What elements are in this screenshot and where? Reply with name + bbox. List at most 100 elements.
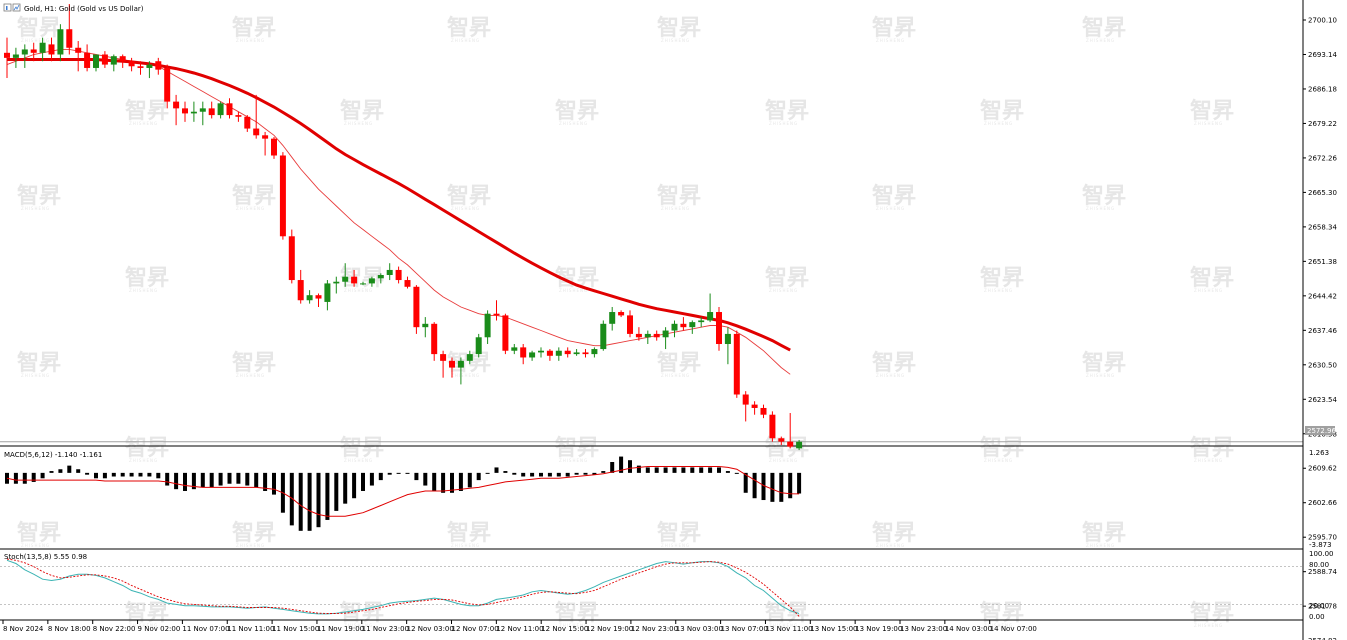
macd-histogram-bar (396, 472, 401, 474)
candle-bear (271, 138, 277, 156)
time-tick-label: 12 Nov 03:00 (407, 625, 454, 633)
price-tick-label: 2672.26 (1308, 154, 1337, 162)
macd-histogram-bar (111, 472, 116, 477)
watermark-logo: 智昇 (872, 15, 916, 41)
price-tick-label: 2693.14 (1308, 51, 1337, 59)
macd-histogram-bar (547, 472, 552, 477)
macd-pane (0, 456, 1303, 550)
price-tick-label: 2644.42 (1308, 292, 1337, 300)
stoch-signal-line (6, 558, 800, 617)
time-tick-label: 12 Nov 11:00 (496, 625, 543, 633)
chart-title: Gold, H1: Gold (Gold vs US Dollar) (24, 5, 144, 13)
main-price-pane (0, 4, 1303, 451)
candle-bear (173, 101, 180, 109)
watermark-logo: 智昇 (657, 350, 701, 376)
candle-bull (671, 323, 678, 331)
stochastic-pane (0, 558, 1303, 621)
candle-bear (75, 47, 82, 53)
watermark-subtext: ZHISHENG (559, 458, 588, 463)
candle-bull (529, 352, 536, 358)
candle-bear (413, 286, 420, 328)
stoch-axis-100: 100.00 (1309, 550, 1334, 558)
candle-bear (582, 352, 589, 355)
macd-histogram-bar (58, 469, 63, 473)
watermark-subtext: ZHISHENG (21, 373, 50, 378)
ma-slow-line (7, 58, 791, 352)
watermark-subtext: ZHISHENG (1086, 373, 1115, 378)
watermark-subtext: ZHISHENG (21, 38, 50, 43)
macd-histogram-bar (76, 469, 81, 473)
macd-histogram-bar (503, 471, 508, 473)
macd-histogram-bar (485, 472, 490, 474)
price-tick-label: 2637.46 (1308, 327, 1337, 335)
macd-histogram-bar (690, 467, 695, 473)
macd-histogram-bar (31, 472, 36, 482)
candle-bull (199, 108, 206, 112)
watermark-subtext: ZHISHENG (1086, 206, 1115, 211)
price-tick-label: 2581.78 (1308, 603, 1337, 611)
time-tick-label: 12 Nov 07:00 (452, 625, 499, 633)
macd-histogram-bar (263, 472, 268, 491)
price-tick-label: 2700.10 (1308, 17, 1337, 25)
watermark-logo: 智昇 (1082, 15, 1126, 41)
watermark-subtext: ZHISHENG (661, 206, 690, 211)
macd-histogram-bar (672, 467, 677, 473)
watermark-logo: 智昇 (657, 15, 701, 41)
watermark-logo: 智昇 (447, 520, 491, 546)
macd-histogram-bar (13, 472, 18, 484)
watermark-logo: 智昇 (340, 98, 384, 124)
time-tick-label: 9 Nov 02:00 (138, 625, 181, 633)
candle-bull (538, 350, 544, 353)
watermark-logo: 智昇 (555, 98, 599, 124)
watermark-subtext: ZHISHENG (984, 288, 1013, 293)
watermark-logo: 智昇 (980, 265, 1024, 291)
time-tick-label: 12 Nov 15:00 (541, 625, 588, 633)
current-price-value: 2572.96 (1307, 427, 1336, 435)
price-tick-label: 2686.18 (1308, 85, 1337, 93)
macd-histogram-bar (254, 472, 259, 488)
candle-bear (778, 438, 785, 442)
watermark-logo: 智昇 (1082, 183, 1126, 209)
candle-bull (386, 269, 393, 275)
time-tick-label: 8 Nov 18:00 (48, 625, 91, 633)
candle-bull (475, 337, 482, 355)
macd-histogram-bar (236, 472, 241, 484)
title-icon-bar (6, 6, 8, 10)
watermark-subtext: ZHISHENG (1194, 121, 1223, 126)
watermark-subtext: ZHISHENG (344, 288, 373, 293)
time-tick-label: 13 Nov 11:00 (765, 625, 812, 633)
macd-histogram-bar (147, 472, 152, 477)
watermark-logo: 智昇 (17, 520, 61, 546)
macd-histogram-bar (183, 472, 187, 491)
macd-histogram-bar (663, 467, 668, 473)
candle-bull (21, 49, 28, 55)
candle-bull (796, 441, 803, 449)
watermark-subtext: ZHISHENG (559, 288, 588, 293)
macd-histogram-bar (628, 460, 632, 473)
watermark-logo: 智昇 (1082, 350, 1126, 376)
macd-histogram-bar (369, 472, 374, 486)
candle-bull (146, 64, 153, 68)
candle-bear (208, 108, 215, 116)
candle-bull (644, 333, 651, 338)
candle-bull (360, 283, 366, 285)
macd-histogram-bar (218, 472, 223, 486)
macd-histogram-bar (378, 472, 383, 481)
candle-bear (244, 116, 251, 129)
candle-bull (57, 29, 64, 55)
candle-bear (769, 414, 776, 439)
macd-histogram-bar (405, 472, 410, 474)
candle-bull (306, 295, 313, 301)
chart-type-icon (13, 4, 20, 11)
candle-bear (564, 350, 571, 355)
candle-bull (110, 56, 117, 65)
watermark-subtext: ZHISHENG (1194, 623, 1223, 628)
watermark-subtext: ZHISHENG (21, 206, 50, 211)
macd-histogram-bar (494, 467, 499, 473)
macd-histogram-bar (592, 472, 597, 475)
watermark-subtext: ZHISHENG (344, 623, 373, 628)
watermark-subtext: ZHISHENG (1194, 458, 1223, 463)
candle-bear (635, 333, 642, 338)
candle-bear (66, 29, 73, 48)
